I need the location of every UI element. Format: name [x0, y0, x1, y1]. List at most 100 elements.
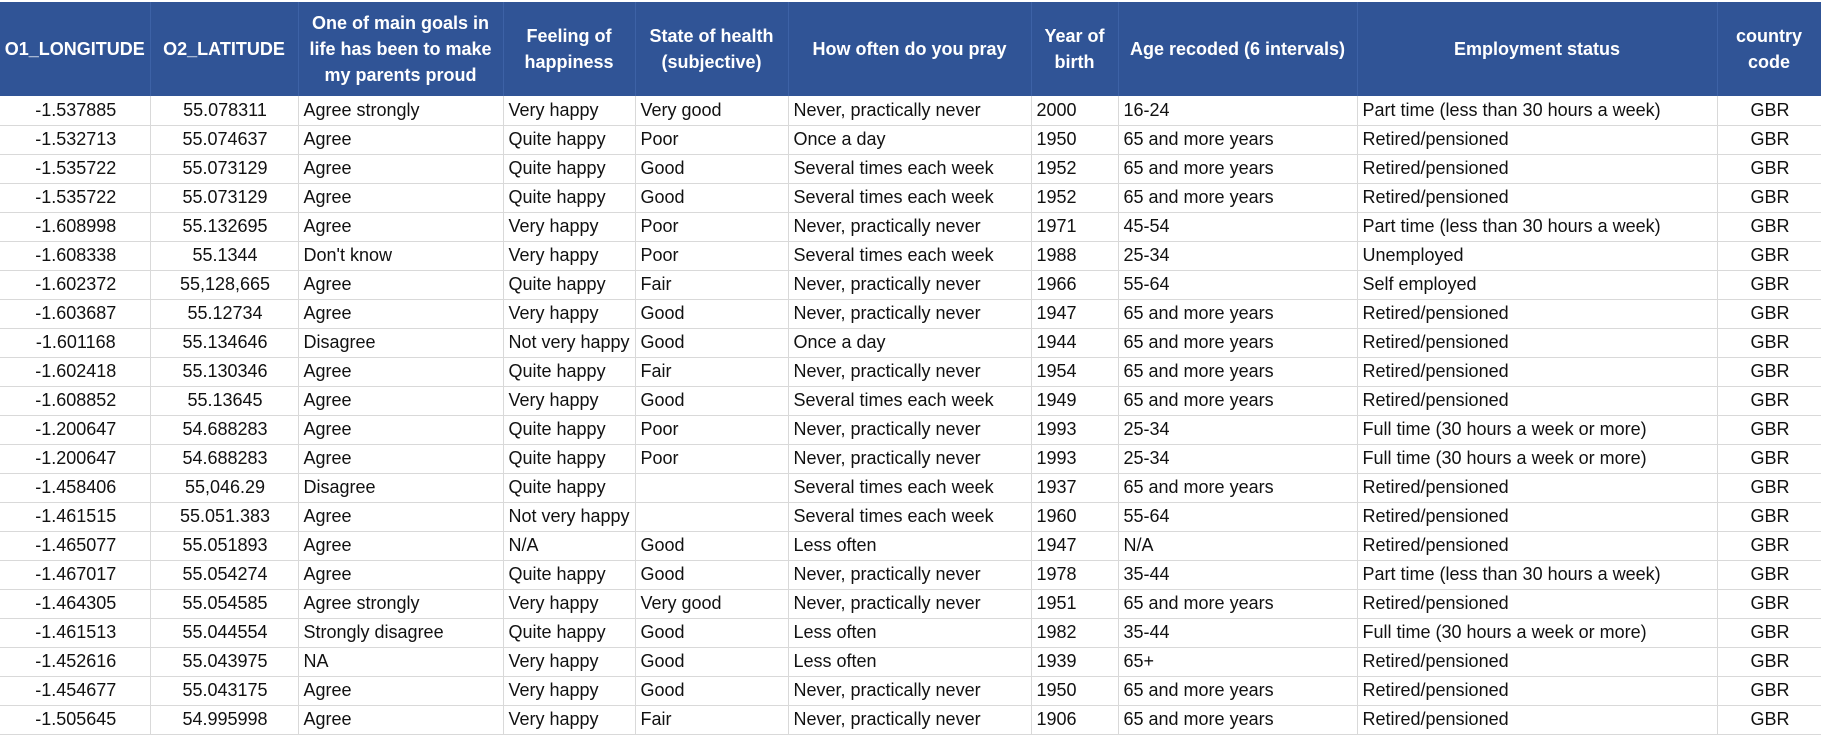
cell-age-recoded[interactable]: 65 and more years [1118, 154, 1358, 184]
cell-year-of-birth[interactable]: 1966 [1031, 270, 1119, 300]
cell-employment[interactable]: Full time (30 hours a week or more) [1357, 444, 1718, 474]
cell-latitude[interactable]: 55.074637 [150, 125, 299, 155]
cell-age-recoded[interactable]: 55-64 [1118, 502, 1358, 532]
cell-latitude[interactable]: 55.12734 [150, 299, 299, 329]
cell-year-of-birth[interactable]: 1954 [1031, 357, 1119, 387]
cell-year-of-birth[interactable]: 1937 [1031, 473, 1119, 503]
cell-age-recoded[interactable]: 25-34 [1118, 241, 1358, 271]
cell-longitude[interactable]: -1.601168 [0, 328, 151, 358]
cell-employment[interactable]: Retired/pensioned [1357, 676, 1718, 706]
cell-longitude[interactable]: -1.458406 [0, 473, 151, 503]
cell-country-code[interactable]: GBR [1717, 647, 1821, 677]
cell-pray[interactable]: Several times each week [788, 473, 1032, 503]
header-happiness[interactable]: Feeling of happiness [503, 2, 636, 96]
cell-latitude[interactable]: 55.051.383 [150, 502, 299, 532]
cell-country-code[interactable]: GBR [1717, 328, 1821, 358]
cell-age-recoded[interactable]: 65 and more years [1118, 705, 1358, 735]
cell-latitude[interactable]: 55.073129 [150, 154, 299, 184]
cell-latitude[interactable]: 55.13645 [150, 386, 299, 416]
cell-year-of-birth[interactable]: 1993 [1031, 444, 1119, 474]
cell-year-of-birth[interactable]: 1951 [1031, 589, 1119, 619]
cell-year-of-birth[interactable]: 1939 [1031, 647, 1119, 677]
cell-health[interactable]: Poor [635, 415, 789, 445]
cell-health[interactable] [635, 473, 789, 503]
cell-longitude[interactable]: -1.608338 [0, 241, 151, 271]
cell-country-code[interactable]: GBR [1717, 589, 1821, 619]
cell-age-recoded[interactable]: N/A [1118, 531, 1358, 561]
cell-country-code[interactable]: GBR [1717, 386, 1821, 416]
cell-year-of-birth[interactable]: 2000 [1031, 96, 1119, 126]
cell-happiness[interactable]: Very happy [503, 676, 636, 706]
cell-longitude[interactable]: -1.200647 [0, 444, 151, 474]
cell-year-of-birth[interactable]: 1993 [1031, 415, 1119, 445]
cell-pray[interactable]: Never, practically never [788, 415, 1032, 445]
cell-year-of-birth[interactable]: 1952 [1031, 154, 1119, 184]
cell-latitude[interactable]: 54.688283 [150, 415, 299, 445]
cell-health[interactable]: Good [635, 183, 789, 213]
cell-employment[interactable]: Retired/pensioned [1357, 502, 1718, 532]
cell-parents-proud[interactable]: Agree [298, 154, 504, 184]
cell-year-of-birth[interactable]: 1947 [1031, 299, 1119, 329]
cell-longitude[interactable]: -1.608998 [0, 212, 151, 242]
cell-health[interactable]: Poor [635, 444, 789, 474]
cell-employment[interactable]: Retired/pensioned [1357, 154, 1718, 184]
header-latitude[interactable]: O2_LATITUDE [150, 2, 299, 96]
cell-happiness[interactable]: Not very happy [503, 328, 636, 358]
cell-pray[interactable]: Never, practically never [788, 705, 1032, 735]
cell-country-code[interactable]: GBR [1717, 676, 1821, 706]
cell-employment[interactable]: Part time (less than 30 hours a week) [1357, 212, 1718, 242]
cell-parents-proud[interactable]: Agree [298, 125, 504, 155]
cell-happiness[interactable]: Quite happy [503, 618, 636, 648]
cell-health[interactable]: Good [635, 386, 789, 416]
cell-latitude[interactable]: 55,128,665 [150, 270, 299, 300]
header-employment[interactable]: Employment status [1357, 2, 1718, 96]
cell-pray[interactable]: Once a day [788, 328, 1032, 358]
cell-happiness[interactable]: Very happy [503, 647, 636, 677]
cell-happiness[interactable]: Quite happy [503, 560, 636, 590]
cell-longitude[interactable]: -1.535722 [0, 183, 151, 213]
cell-year-of-birth[interactable]: 1949 [1031, 386, 1119, 416]
cell-longitude[interactable]: -1.602372 [0, 270, 151, 300]
cell-pray[interactable]: Several times each week [788, 183, 1032, 213]
cell-employment[interactable]: Retired/pensioned [1357, 328, 1718, 358]
cell-country-code[interactable]: GBR [1717, 299, 1821, 329]
cell-happiness[interactable]: Quite happy [503, 154, 636, 184]
cell-year-of-birth[interactable]: 1971 [1031, 212, 1119, 242]
cell-employment[interactable]: Retired/pensioned [1357, 589, 1718, 619]
cell-parents-proud[interactable]: Agree [298, 705, 504, 735]
cell-pray[interactable]: Never, practically never [788, 589, 1032, 619]
cell-latitude[interactable]: 54.688283 [150, 444, 299, 474]
cell-happiness[interactable]: Quite happy [503, 444, 636, 474]
cell-health[interactable]: Good [635, 647, 789, 677]
cell-health[interactable]: Fair [635, 705, 789, 735]
cell-latitude[interactable]: 55.134646 [150, 328, 299, 358]
cell-employment[interactable]: Retired/pensioned [1357, 531, 1718, 561]
cell-happiness[interactable]: Quite happy [503, 183, 636, 213]
cell-pray[interactable]: Several times each week [788, 241, 1032, 271]
cell-country-code[interactable]: GBR [1717, 473, 1821, 503]
cell-pray[interactable]: Never, practically never [788, 299, 1032, 329]
header-year-of-birth[interactable]: Year of birth [1031, 2, 1119, 96]
cell-year-of-birth[interactable]: 1982 [1031, 618, 1119, 648]
cell-employment[interactable]: Retired/pensioned [1357, 647, 1718, 677]
cell-country-code[interactable]: GBR [1717, 96, 1821, 126]
cell-year-of-birth[interactable]: 1944 [1031, 328, 1119, 358]
cell-happiness[interactable]: Quite happy [503, 125, 636, 155]
cell-country-code[interactable]: GBR [1717, 212, 1821, 242]
cell-age-recoded[interactable]: 55-64 [1118, 270, 1358, 300]
cell-pray[interactable]: Several times each week [788, 154, 1032, 184]
cell-country-code[interactable]: GBR [1717, 183, 1821, 213]
header-parents-proud[interactable]: One of main goals in life has been to ma… [298, 2, 504, 96]
cell-employment[interactable]: Retired/pensioned [1357, 299, 1718, 329]
cell-parents-proud[interactable]: Agree [298, 444, 504, 474]
cell-age-recoded[interactable]: 65 and more years [1118, 589, 1358, 619]
cell-country-code[interactable]: GBR [1717, 241, 1821, 271]
cell-employment[interactable]: Retired/pensioned [1357, 125, 1718, 155]
cell-employment[interactable]: Self employed [1357, 270, 1718, 300]
cell-employment[interactable]: Retired/pensioned [1357, 357, 1718, 387]
cell-happiness[interactable]: Very happy [503, 589, 636, 619]
cell-latitude[interactable]: 55.051893 [150, 531, 299, 561]
cell-age-recoded[interactable]: 25-34 [1118, 415, 1358, 445]
cell-longitude[interactable]: -1.454677 [0, 676, 151, 706]
cell-health[interactable]: Very good [635, 96, 789, 126]
